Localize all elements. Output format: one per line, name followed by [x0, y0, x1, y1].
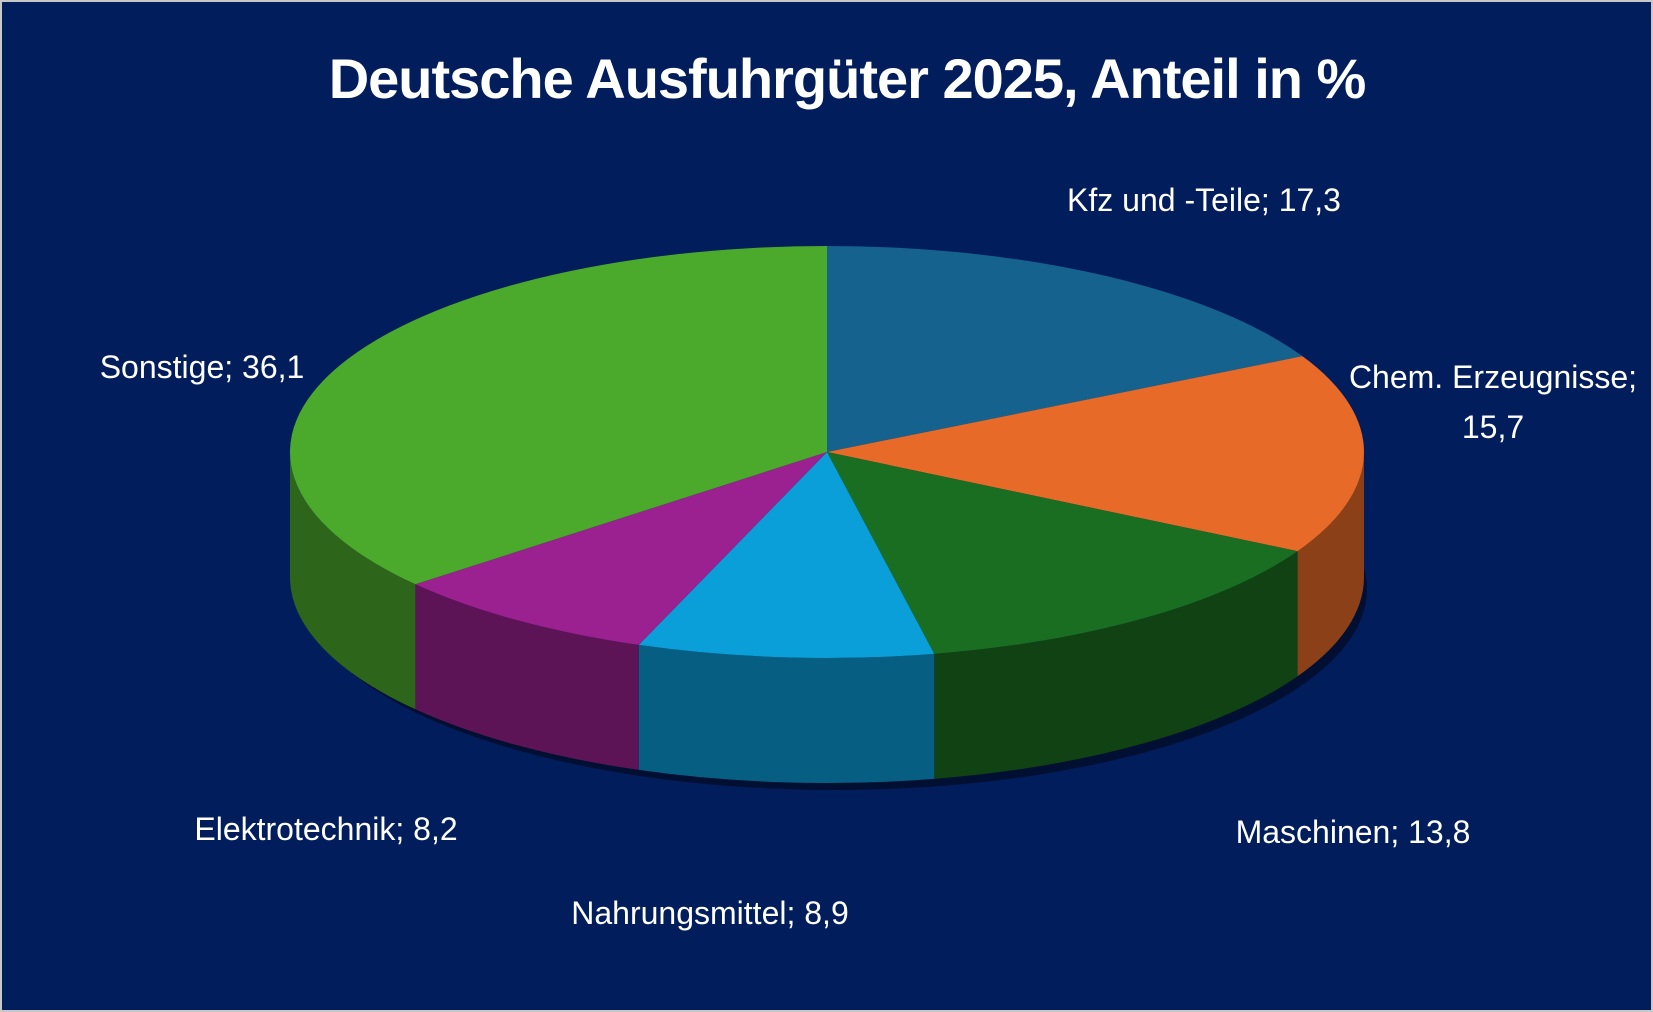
- slice-side: [1297, 452, 1364, 677]
- label-value: 8,2: [413, 811, 458, 847]
- label-category: Kfz und -Teile: [1067, 182, 1261, 218]
- label-category: Chem. Erzeugnisse: [1348, 359, 1629, 395]
- chart-title: Deutsche Ausfuhrgüter 2025, Anteil in %: [328, 47, 1367, 110]
- slice: [827, 452, 1298, 654]
- label-category: Maschinen: [1235, 814, 1391, 850]
- data-label: Elektrotechnik; 8,2: [176, 804, 476, 854]
- data-label: Nahrungsmittel; 8,9: [540, 888, 880, 938]
- label-separator: ;: [1260, 182, 1279, 218]
- label-separator: ;: [1628, 359, 1638, 395]
- slice: [827, 356, 1365, 552]
- slice: [290, 246, 827, 585]
- label-separator: ;: [1390, 814, 1409, 850]
- label-category: Elektrotechnik: [194, 811, 396, 847]
- slice-side: [415, 584, 639, 770]
- label-value: 15,7: [1461, 409, 1525, 445]
- data-label: Kfz und -Teile; 17,3: [1064, 175, 1344, 225]
- label-separator: ;: [786, 895, 805, 931]
- slice: [827, 246, 1303, 452]
- slice: [415, 452, 827, 645]
- slice-side: [290, 452, 416, 710]
- label-separator: ;: [224, 349, 243, 385]
- slice-side: [638, 644, 935, 783]
- slice: [638, 452, 935, 659]
- label-value: 8,9: [804, 895, 849, 931]
- label-category: Sonstige: [99, 349, 225, 385]
- label-value: 36,1: [242, 349, 305, 385]
- label-separator: ;: [395, 811, 414, 847]
- data-label: Maschinen; 13,8: [1143, 807, 1563, 857]
- data-label: Chem. Erzeugnisse; 15,7: [1338, 352, 1648, 452]
- slice-side: [934, 551, 1298, 779]
- label-category: Nahrungsmittel: [571, 895, 787, 931]
- data-label: Sonstige; 36,1: [52, 342, 352, 392]
- label-value: 13,8: [1408, 814, 1471, 850]
- label-value: 17,3: [1278, 182, 1341, 218]
